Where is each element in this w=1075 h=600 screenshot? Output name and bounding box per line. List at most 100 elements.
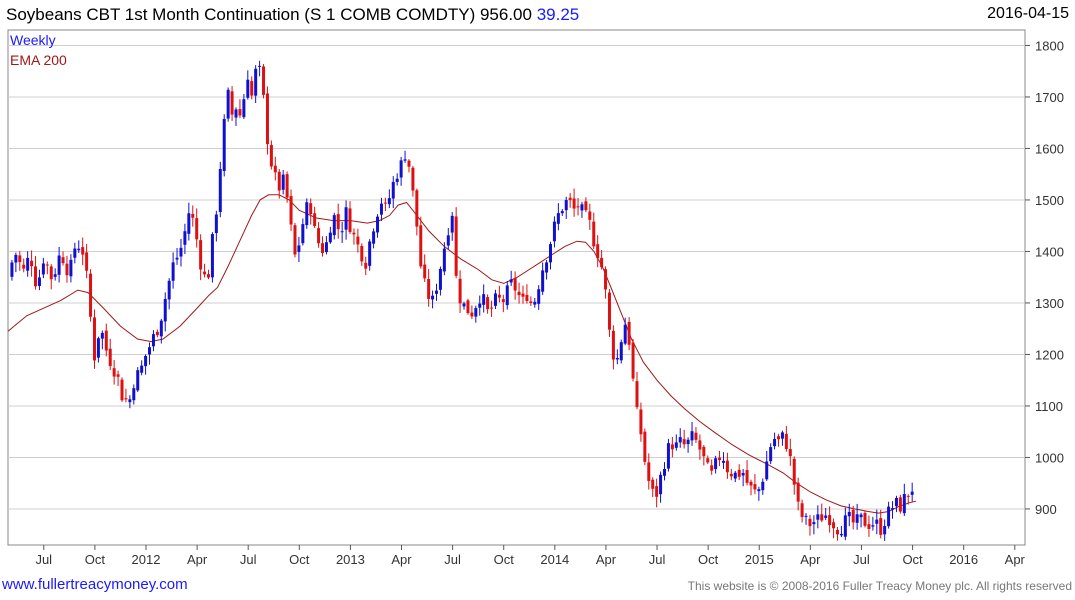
candle-body xyxy=(136,370,140,391)
candle-body xyxy=(132,388,136,401)
candle-body xyxy=(812,522,816,525)
candle-body xyxy=(745,470,749,483)
candle-body xyxy=(238,109,242,116)
candle-body xyxy=(891,508,895,510)
candle-body xyxy=(41,263,45,275)
candle-body xyxy=(222,118,226,172)
candle-body xyxy=(824,515,828,518)
candle-body xyxy=(159,320,163,337)
candle-body xyxy=(820,514,824,521)
candle-body xyxy=(10,262,14,277)
y-tick-label: 1800 xyxy=(1035,38,1064,53)
candle-body xyxy=(686,439,690,445)
candle-body xyxy=(65,263,69,276)
candle-body xyxy=(482,294,486,305)
candle-body xyxy=(855,514,859,523)
candle-body xyxy=(254,68,258,96)
candle-body xyxy=(179,247,183,257)
candle-body xyxy=(765,461,769,480)
candle-body xyxy=(199,240,203,270)
candle-body xyxy=(120,379,124,401)
candle-body xyxy=(564,200,568,211)
candle-body xyxy=(234,109,238,118)
candle-body xyxy=(265,93,269,145)
candle-body xyxy=(588,211,592,220)
x-tick-label: Apr xyxy=(596,552,617,567)
candle-body xyxy=(379,203,383,215)
candle-body xyxy=(867,524,871,529)
candle-body xyxy=(556,213,560,224)
candle-body xyxy=(651,479,655,489)
candle-body xyxy=(281,174,285,190)
candle-body xyxy=(659,474,663,495)
candle-body xyxy=(273,165,277,173)
price-change: 39.25 xyxy=(536,5,580,24)
candle-body xyxy=(297,245,301,252)
candle-body xyxy=(431,295,435,300)
y-tick-label: 1600 xyxy=(1035,141,1064,156)
candle-body xyxy=(151,334,155,347)
candle-body xyxy=(324,242,328,253)
x-tick-label: 2014 xyxy=(540,552,569,567)
candle-body xyxy=(521,293,525,297)
candle-body xyxy=(376,216,380,233)
x-tick-label: 2016 xyxy=(949,552,978,567)
candle-body xyxy=(619,342,623,361)
candle-body xyxy=(493,293,497,306)
candle-body xyxy=(545,262,549,273)
candle-body xyxy=(167,280,171,300)
candle-body xyxy=(906,495,910,497)
candle-body xyxy=(391,181,395,199)
candle-body xyxy=(364,262,368,269)
y-tick-label: 1200 xyxy=(1035,347,1064,362)
candle-body xyxy=(497,294,501,298)
candle-body xyxy=(816,514,820,520)
candle-body xyxy=(796,482,800,502)
candle-body xyxy=(85,252,89,271)
candle-body xyxy=(458,278,462,304)
candle-body xyxy=(592,221,596,247)
candle-body xyxy=(611,330,615,360)
candle-body xyxy=(250,81,254,96)
candle-body xyxy=(344,207,348,230)
site-link[interactable]: www.fullertreacymoney.com xyxy=(2,576,188,593)
candle-body xyxy=(670,444,674,450)
candle-body xyxy=(403,159,407,161)
candle-body xyxy=(399,160,403,178)
candle-body xyxy=(537,289,541,304)
candle-body xyxy=(57,255,61,275)
candle-body xyxy=(332,215,336,236)
candle-body xyxy=(804,515,808,517)
candle-body xyxy=(124,398,128,400)
candle-body xyxy=(883,526,887,535)
candle-body xyxy=(643,431,647,462)
candle-body xyxy=(360,246,364,262)
y-tick-label: 1000 xyxy=(1035,450,1064,465)
candle-body xyxy=(395,178,399,182)
candle-body xyxy=(552,221,556,242)
candle-body xyxy=(407,160,411,167)
candle-body xyxy=(258,65,262,67)
candle-body xyxy=(348,208,352,232)
candle-body xyxy=(372,231,376,244)
candle-body xyxy=(698,440,702,450)
x-tick-label: Oct xyxy=(85,552,106,567)
candle-body xyxy=(631,342,635,379)
candle-body xyxy=(246,79,250,98)
candle-body xyxy=(340,231,344,233)
candle-body xyxy=(910,491,914,495)
candle-body xyxy=(317,228,321,244)
candle-body xyxy=(89,273,93,317)
legend-weekly: Weekly xyxy=(10,32,56,48)
candle-body xyxy=(576,206,580,208)
x-tick-label: Jul xyxy=(444,552,461,567)
x-tick-label: Oct xyxy=(494,552,515,567)
candle-body xyxy=(584,201,588,211)
candle-body xyxy=(92,317,96,361)
candle-body xyxy=(639,409,643,435)
candle-body xyxy=(757,489,761,492)
candle-body xyxy=(517,291,521,296)
candle-body xyxy=(706,458,710,463)
candle-layer xyxy=(10,60,914,541)
